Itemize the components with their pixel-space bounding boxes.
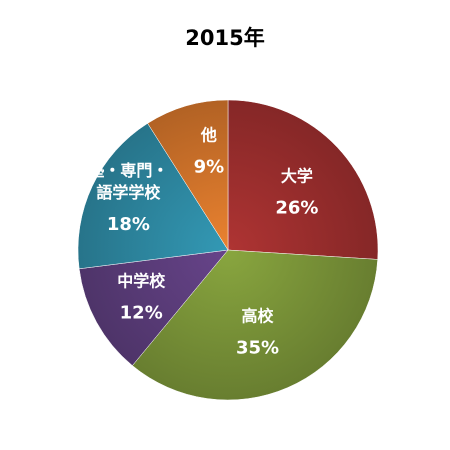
slice-percent-label: 9% [194,157,225,178]
pie-slice-高校 [132,249,378,401]
slice-category-label: 高校 [241,307,274,326]
pie-slices [77,99,379,401]
slice-label-高校: 高校 35% [236,307,279,359]
slice-category-label: 語学学校 [96,183,161,202]
slice-category-label: 大学 [281,167,313,186]
chart-title: 2015年 [185,26,265,50]
pie-slice-他 [147,99,229,251]
slice-label-塾・専門・語学学校: 塾・専門・語学学校 18% [88,161,168,235]
slice-label-他: 他 9% [194,126,225,178]
slice-percent-label: 12% [120,303,163,324]
slice-percent-label: 35% [236,338,279,359]
slice-percent-label: 18% [107,214,150,235]
pie-slice-塾・専門・語学学校 [77,123,229,270]
slice-label-大学: 大学 26% [275,167,318,219]
pie-slice-中学校 [78,249,229,366]
slice-category-label: 他 [200,126,217,145]
pie-labels: 大学 26% 高校 35% 中学校 12% 塾・専門・語学学校 18% 他 9% [88,126,318,359]
slice-percent-label: 26% [275,198,318,219]
slice-label-中学校: 中学校 12% [117,272,166,324]
pie-slice-大学 [227,99,379,260]
slice-category-label: 塾・専門・ [88,161,168,180]
slice-category-label: 中学校 [117,272,166,291]
